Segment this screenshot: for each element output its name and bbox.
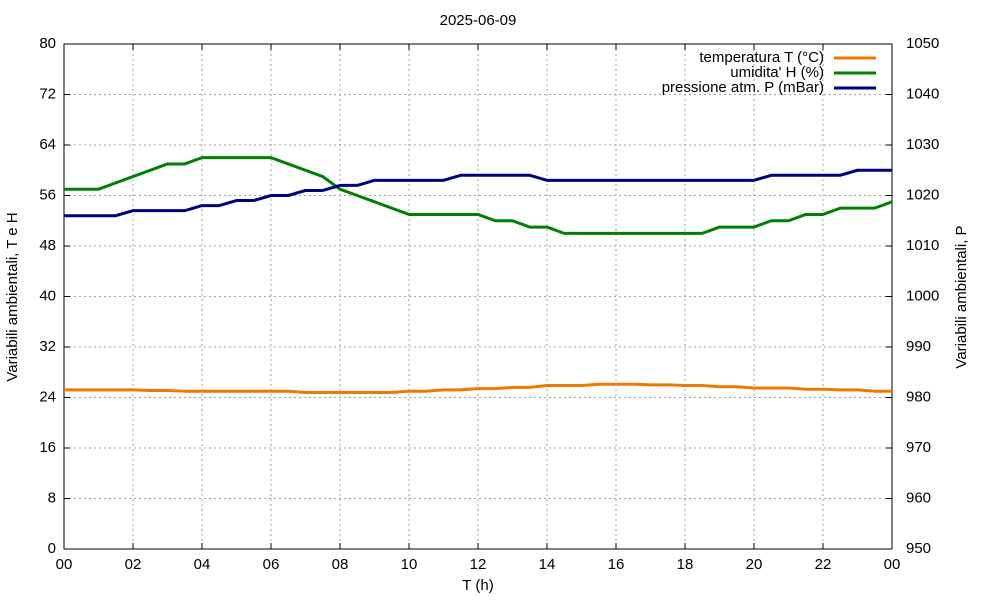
series-line [64, 382, 892, 394]
x-tick-label: 10 [401, 556, 418, 573]
legend-label: pressione atm. P (mBar) [662, 79, 824, 96]
y2-tick-label: 960 [906, 489, 931, 506]
y-tick-label: 80 [39, 35, 56, 52]
x-tick-label: 00 [884, 556, 901, 573]
y-tick-label: 8 [48, 489, 56, 506]
x-tick-label: 22 [815, 556, 832, 573]
x-tick-label: 04 [194, 556, 211, 573]
plot-frame [63, 43, 893, 550]
y-tick-label: 56 [39, 186, 56, 203]
y2-tick-label: 1010 [906, 237, 939, 254]
y-tick-label: 32 [39, 338, 56, 355]
y2-tick-label: 1040 [906, 85, 939, 102]
y-tick-label: 16 [39, 439, 56, 456]
series-line [64, 168, 892, 218]
x-tick-label: 20 [746, 556, 763, 573]
y2-tick-label: 1000 [906, 287, 939, 304]
y2-tick-label: 950 [906, 540, 931, 557]
y-tick-label: 64 [39, 136, 56, 153]
x-tick-label: 12 [470, 556, 487, 573]
legend-label: umidita' H (%) [730, 64, 824, 81]
series-line [64, 156, 893, 235]
y-tick-label: 40 [39, 287, 56, 304]
chart-title: 2025-06-09 [440, 12, 517, 29]
x-tick-label: 02 [125, 556, 142, 573]
y2-tick-label: 1020 [906, 186, 939, 203]
x-tick-label: 16 [608, 556, 625, 573]
y-tick-label: 24 [39, 388, 56, 405]
y-axis-label: Variabili ambientali, T e H [4, 212, 21, 381]
y2-axis-label: Variabili ambientali, P [953, 225, 970, 368]
y2-tick-label: 970 [906, 439, 931, 456]
y2-tick-label: 1030 [906, 136, 939, 153]
x-tick-label: 00 [56, 556, 73, 573]
y2-tick-label: 1050 [906, 35, 939, 52]
y-tick-label: 0 [48, 540, 56, 557]
x-tick-label: 14 [539, 556, 556, 573]
y2-tick-label: 990 [906, 338, 931, 355]
x-tick-label: 18 [677, 556, 694, 573]
x-tick-label: 08 [332, 556, 349, 573]
y-tick-label: 48 [39, 237, 56, 254]
x-axis-label: T (h) [462, 577, 493, 594]
legend-label: temperatura T (°C) [699, 49, 824, 66]
y-tick-label: 72 [39, 85, 56, 102]
y2-tick-label: 980 [906, 388, 931, 405]
x-tick-label: 06 [263, 556, 280, 573]
